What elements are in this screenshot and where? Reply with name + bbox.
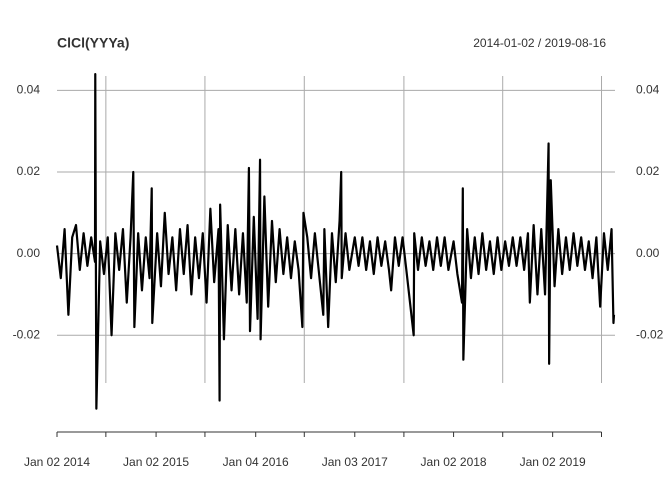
y-tick-label: 0.04 (17, 83, 41, 97)
y-tick-label: 0.02 (17, 164, 41, 178)
series-line (55, 72, 616, 410)
y2-tick-label: 0.00 (636, 246, 660, 260)
y2-tick-label: 0.02 (636, 164, 660, 178)
x-tick-label: Jan 02 2018 (421, 455, 487, 469)
x-tick-label: Jan 02 2015 (123, 455, 189, 469)
x-tick-label: Jan 04 2016 (223, 455, 289, 469)
y2-tick-label: -0.02 (636, 327, 664, 341)
y-tick-label: 0.00 (17, 246, 41, 260)
x-tick-label: Jan 02 2014 (24, 455, 90, 469)
x-tick-label: Jan 02 2019 (520, 455, 586, 469)
chart-title: ClCl(YYYa) (57, 35, 129, 51)
chart-subtitle: 2014-01-02 / 2019-08-16 (473, 36, 606, 50)
y2-tick-label: 0.04 (636, 83, 660, 97)
x-tick-label: Jan 03 2017 (322, 455, 388, 469)
y-tick-label: -0.02 (13, 327, 41, 341)
